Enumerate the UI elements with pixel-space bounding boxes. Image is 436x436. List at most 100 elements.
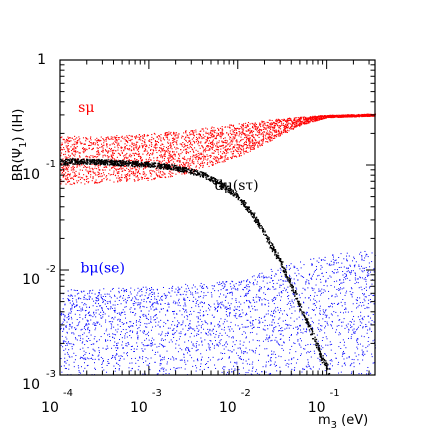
smu-point bbox=[70, 149, 73, 152]
bmu-point bbox=[207, 366, 209, 368]
bmu-point bbox=[192, 301, 194, 303]
smu-point bbox=[285, 123, 287, 125]
bmu-point bbox=[202, 323, 204, 325]
smu-point bbox=[273, 121, 275, 123]
bmu-point bbox=[146, 345, 148, 347]
bmu-point bbox=[280, 299, 282, 301]
bmu-point bbox=[108, 321, 110, 323]
smu-point bbox=[128, 138, 130, 140]
bmu-point bbox=[141, 291, 143, 293]
smu-point bbox=[201, 138, 203, 140]
bmu-point bbox=[69, 324, 71, 326]
bmu-point bbox=[234, 286, 236, 288]
bmu-point bbox=[305, 331, 307, 333]
bmu-point bbox=[254, 309, 256, 311]
bmu-point bbox=[311, 320, 313, 322]
bmu-point bbox=[363, 278, 365, 280]
smu-point bbox=[206, 145, 208, 147]
smu-point bbox=[73, 143, 75, 145]
smu-point bbox=[209, 148, 211, 150]
bmu-point bbox=[272, 279, 274, 281]
bmu-point bbox=[149, 306, 151, 308]
smu-point bbox=[276, 121, 278, 123]
bmu-point bbox=[366, 370, 368, 372]
bmu-point bbox=[199, 302, 201, 304]
bmu-point bbox=[356, 342, 358, 344]
bmu-point bbox=[233, 315, 235, 317]
smu-point bbox=[215, 135, 218, 137]
smu-point bbox=[289, 117, 291, 119]
bmu-point bbox=[146, 297, 148, 299]
smu-point bbox=[144, 148, 146, 150]
bmu-point bbox=[188, 289, 190, 291]
smu-point bbox=[209, 156, 212, 158]
bmu-point bbox=[342, 352, 344, 354]
bmu-point bbox=[196, 301, 198, 303]
smu-point bbox=[205, 155, 207, 158]
bmu-point bbox=[272, 331, 274, 333]
smu-point bbox=[163, 154, 165, 156]
smu-point bbox=[131, 143, 133, 146]
bmu-point bbox=[164, 339, 166, 341]
smu-point bbox=[286, 124, 288, 126]
bmu-point bbox=[111, 324, 113, 326]
bmu-point bbox=[180, 367, 182, 369]
smu-point bbox=[259, 143, 261, 145]
bmu-point bbox=[286, 266, 288, 268]
bmu-point bbox=[363, 259, 365, 261]
smu-point bbox=[211, 147, 213, 149]
smu-point bbox=[169, 157, 171, 159]
bmu-point bbox=[314, 304, 316, 306]
bmu-point bbox=[303, 264, 305, 266]
smu-point bbox=[225, 142, 227, 144]
smu-point bbox=[139, 158, 142, 160]
bmu-point bbox=[267, 355, 269, 357]
bmu-point bbox=[236, 308, 238, 310]
bmu-point bbox=[338, 319, 340, 321]
bmu-point bbox=[217, 324, 219, 326]
bmu-point bbox=[318, 300, 320, 302]
bmu-point bbox=[255, 350, 257, 352]
smu-point bbox=[73, 172, 76, 174]
smu-point bbox=[315, 119, 317, 121]
bmu-point bbox=[287, 295, 289, 297]
bmu-point bbox=[258, 317, 260, 319]
bmu-point bbox=[152, 302, 154, 304]
smu-point bbox=[147, 160, 150, 162]
smu-point bbox=[237, 148, 239, 150]
bmu-point bbox=[203, 295, 205, 297]
bmu-point bbox=[73, 289, 75, 291]
bmu-point bbox=[181, 359, 183, 361]
bmu-point bbox=[294, 272, 296, 274]
smu-point bbox=[212, 145, 214, 147]
bmu-point bbox=[340, 282, 342, 284]
smu-point bbox=[172, 133, 175, 135]
smu-point bbox=[262, 132, 264, 134]
bmu-point bbox=[318, 257, 320, 259]
smu-point bbox=[154, 178, 156, 180]
smu-point bbox=[113, 165, 116, 167]
bmu-point bbox=[99, 305, 101, 307]
bmu-point bbox=[132, 330, 134, 332]
smu-point bbox=[205, 141, 207, 143]
smu-point bbox=[191, 160, 193, 162]
bmu-point bbox=[363, 351, 365, 353]
bmu-point bbox=[105, 295, 107, 297]
smu-point bbox=[183, 138, 185, 140]
bmu-point bbox=[353, 332, 355, 334]
smu-point bbox=[116, 171, 118, 173]
bmu-point bbox=[363, 298, 365, 300]
bmu-point bbox=[137, 359, 139, 361]
bmu-point bbox=[303, 348, 305, 350]
bmu-point bbox=[118, 318, 120, 320]
smu-point bbox=[101, 180, 103, 182]
bmu-point bbox=[252, 320, 254, 322]
bmu-point bbox=[85, 325, 87, 327]
bmu-point bbox=[104, 303, 106, 305]
bmu-point bbox=[146, 306, 148, 308]
smu-point bbox=[267, 121, 269, 124]
bmu-point bbox=[61, 323, 63, 325]
smu-point bbox=[245, 127, 247, 129]
bmu-point bbox=[102, 302, 104, 304]
bmu-point bbox=[243, 353, 245, 355]
